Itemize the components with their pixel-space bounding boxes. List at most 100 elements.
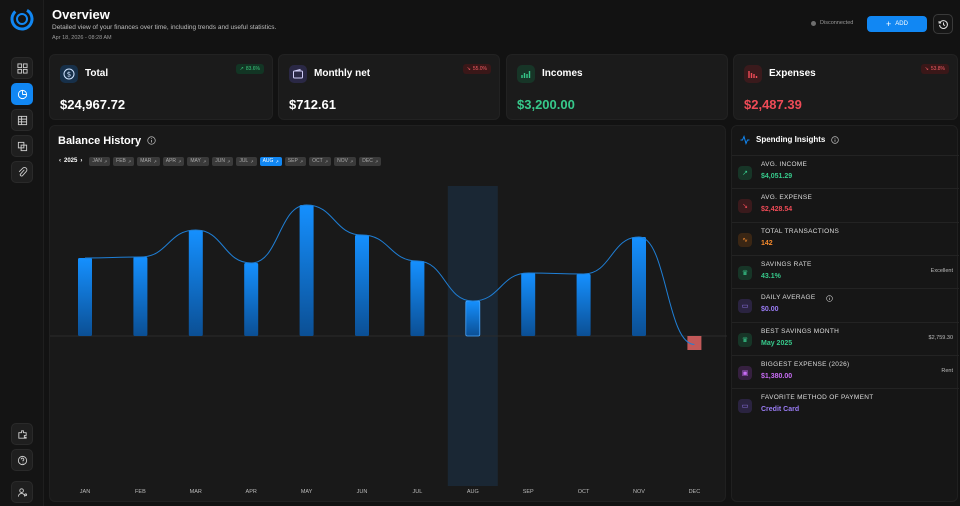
user-settings-icon [17,487,27,497]
bar-chart-icon [517,65,535,83]
x-tick-label: MAR [190,489,202,495]
month-chip-jul[interactable]: JUL ↗ [236,156,257,166]
month-chip-oct[interactable]: OCT ↗ [309,156,332,166]
trend-icon: ↗ [202,158,207,164]
insight-label: AVG. EXPENSE [761,194,813,202]
insight-label: TOTAL TRANSACTIONS [761,227,840,235]
history-button[interactable] [933,14,953,34]
month-chip-label: MAR [140,158,152,164]
sidebar-integrations-button[interactable] [11,423,33,445]
month-chip-jun[interactable]: JUN ↗ [212,156,234,166]
trend-up-icon: ↗ [239,66,244,72]
puzzle-icon [17,429,27,439]
grid-icon [16,62,28,74]
trophy-icon: ♛ [738,265,752,280]
balance-chart: JAN FEB MAR APR MAY JUN JUL AUG SEP OCT NOV DEC [50,186,727,495]
x-tick-label: OCT [578,489,590,495]
status-dot-icon [811,20,816,26]
month-chip-nov[interactable]: NOV ↗ [334,156,357,166]
plus-icon: + [886,18,892,29]
card-icon: ▭ [738,299,752,314]
insight-row: ↘ AVG. EXPENSE $2,428.54 [732,188,959,221]
sidebar-help-button[interactable] [11,449,33,471]
table-icon [17,115,27,125]
month-chip-may[interactable]: MAY ↗ [187,156,210,166]
bar-feb [133,257,148,336]
bar-apr [244,263,259,336]
month-chip-label: NOV [337,158,348,164]
spending-insights-panel: Spending Insights ↗ AVG. INCOME $4,051.29 ↘… [731,125,959,502]
card-value: $712.61 [289,97,336,112]
card-value: $2,487.39 [744,97,802,112]
x-tick-label: JUN [357,489,368,495]
sidebar-copy-button[interactable] [11,135,33,157]
insight-value: $4,051.29 [761,173,793,180]
add-button[interactable]: + ADD [867,16,927,32]
badge-value: 55.0% [472,66,487,72]
header: Overview Detailed view of your finances … [44,0,960,48]
bar-chart-down-icon [744,65,762,83]
arrow-up-right-icon: ↗ [738,166,752,180]
trend-down-icon: ↘ [924,66,929,72]
trend-line [84,204,695,345]
month-chip-label: APR [165,158,177,164]
insight-label: FAVORITE METHOD OF PAYMENT [761,394,874,402]
sidebar-dashboard-button[interactable] [11,57,33,79]
month-chip-apr[interactable]: APR ↗ [162,156,185,166]
bar-jul [410,261,425,336]
x-tick-label: SEP [523,489,534,495]
bar-mar [188,230,203,336]
month-chip-mar[interactable]: MAR ↗ [137,156,160,166]
sidebar-table-button[interactable] [11,109,33,131]
insight-row: ♛ SAVINGS RATE 43.1% Excellent [732,254,959,288]
insight-note: Rent [941,367,953,374]
month-chip-jan[interactable]: JAN ↗ [89,156,111,166]
badge-value: 83.6% [245,66,260,72]
month-chip-sep[interactable]: SEP ↗ [284,156,307,166]
bar-may [299,205,314,336]
sidebar-overview-button[interactable] [11,83,33,105]
month-chip-feb[interactable]: FEB ↗ [113,156,135,166]
trend-icon: ↗ [250,158,254,164]
bar-aug [465,300,481,337]
trend-icon: ↗ [275,158,279,164]
sidebar-attachments-button[interactable] [11,161,33,183]
month-chip-aug[interactable]: AUG ↗ [259,156,282,166]
app-logo[interactable] [9,6,35,32]
balance-history-title: Balance History [58,135,142,147]
sidebar-user-settings-button[interactable] [11,481,33,503]
info-icon[interactable] [831,136,839,144]
trend-down-icon: ↘ [466,66,471,72]
info-icon[interactable] [147,136,156,145]
next-year-icon[interactable]: › [80,158,83,164]
trend-badge: ↘ 53.8% [920,64,949,74]
svg-text:$: $ [67,70,71,78]
month-chip-label: FEB [116,158,126,164]
expenses-card: Expenses ↘ 53.8% $2,487.39 [733,54,958,120]
trend-icon: ↗ [299,158,304,164]
trend-icon: ↗ [153,158,157,164]
prev-year-icon[interactable]: ‹ [59,158,61,164]
x-tick-label: DEC [689,489,701,495]
bar-sep [521,273,536,336]
month-chips: JAN ↗ FEB ↗ MAR ↗ APR ↗ MAY ↗ JUN ↗ JUL ↗ AUG ↗ SEP ↗ OCT ↗… [89,156,382,166]
bar-dec [687,336,702,350]
trend-badge: ↘ 55.0% [462,64,491,74]
card-value: $24,967.72 [60,97,126,112]
month-chip-label: JUL [239,158,249,164]
month-chip-dec[interactable]: DEC ↗ [359,156,382,166]
insight-label: DAILY AVERAGE [761,294,816,302]
trend-icon: ↗ [127,158,132,164]
year-month-selector: ‹ 2025 › JAN ↗ FEB ↗ MAR ↗ APR ↗ MAY ↗ JUN ↗ JUL ↗ AUG… [59,156,382,166]
total-card: $ Total ↗ 83.6% $24,967.72 [49,54,273,120]
insight-value: $1,380.00 [761,372,793,380]
trophy-icon: ♛ [738,332,752,347]
add-button-label: ADD [895,21,908,27]
wallet-icon: ▣ [738,365,752,380]
info-icon[interactable] [826,295,833,302]
month-chip-label: JUN [215,158,225,164]
trend-icon: ↗ [103,158,108,164]
bar-jan [78,258,92,336]
x-tick-label: AUG [467,489,479,495]
activity-icon: ∿ [738,232,752,247]
